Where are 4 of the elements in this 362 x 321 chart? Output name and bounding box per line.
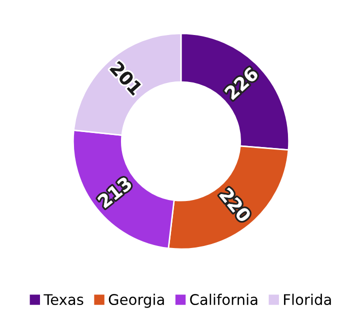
legend-label: Georgia (108, 294, 164, 308)
legend-label: Texas (44, 294, 84, 306)
legend-label: Florida (284, 294, 331, 306)
legend-label: California (190, 294, 258, 306)
